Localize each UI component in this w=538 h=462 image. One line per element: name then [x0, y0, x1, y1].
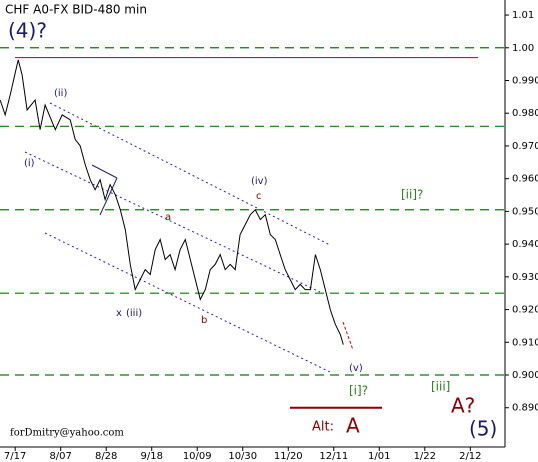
x-tick-label: 1/01 — [368, 451, 390, 462]
annotation: (iii) — [126, 308, 142, 319]
annotation: c — [256, 191, 262, 202]
x-tick-label: 8/28 — [95, 451, 117, 462]
x-tick-label: 11/20 — [274, 451, 303, 462]
x-tick-label: 10/30 — [228, 451, 257, 462]
annotation: A — [346, 414, 360, 438]
y-tick-label: 0.950 — [512, 206, 538, 217]
y-tick-label: 0.940 — [512, 239, 538, 250]
y-tick-label: 0.990 — [512, 75, 538, 86]
triangle — [91, 164, 118, 216]
x-tick-label: 7/17 — [4, 451, 26, 462]
annotation: (4)? — [8, 19, 47, 43]
channel-upper — [49, 102, 331, 246]
annotation: A? — [451, 394, 475, 418]
y-tick-label: 0.920 — [512, 305, 538, 316]
annotation: x — [116, 308, 122, 319]
x-tick-label: 2/12 — [459, 451, 481, 462]
annotation: [iii] — [431, 380, 450, 394]
annotation: (iv) — [251, 176, 268, 187]
annotation: (v) — [349, 363, 363, 374]
x-tick-label: 9/18 — [140, 451, 162, 462]
x-tick-label: 8/07 — [49, 451, 71, 462]
x-tick-label: 10/09 — [183, 451, 212, 462]
y-tick-label: 0.890 — [512, 403, 538, 414]
y-tick-label: 1.00 — [512, 43, 534, 54]
triangle-edge — [91, 164, 118, 179]
annotation: [ii]? — [401, 188, 423, 202]
x-tick-label: 12/11 — [319, 451, 348, 462]
annotation: a — [165, 212, 171, 223]
y-tick-label: 0.980 — [512, 108, 538, 119]
channel-lines — [24, 102, 331, 373]
annotation: forDmitry@yahoo.com — [10, 428, 124, 439]
price-line — [0, 59, 344, 345]
y-tick-label: 0.930 — [512, 272, 538, 283]
annotation: (5) — [469, 417, 497, 441]
annotation: (i) — [24, 158, 35, 169]
triangle-edge — [99, 177, 118, 216]
chart-title: CHF A0-FX BID-480 min — [5, 3, 147, 17]
annotation: [i]? — [349, 384, 368, 398]
annotation: (ii) — [54, 88, 67, 99]
y-tick-label: 0.910 — [512, 337, 538, 348]
annotation: Alt: — [312, 420, 334, 435]
y-tick-label: 0.970 — [512, 141, 538, 152]
annotation: b — [201, 315, 207, 326]
y-tick-label: 0.960 — [512, 174, 538, 185]
x-tick-label: 1/22 — [414, 451, 436, 462]
y-tick-label: 0.900 — [512, 370, 538, 381]
y-tick-label: 1.01 — [512, 10, 534, 21]
